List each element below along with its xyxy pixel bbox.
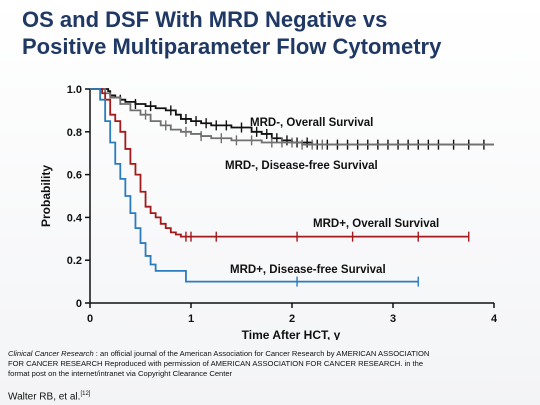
label-mrd-neg-dfs: MRD-, Disease-free Survival [225, 160, 378, 172]
slide-title: OS and DSF With MRD Negative vs Positive… [22, 6, 532, 60]
citation: Clinical Cancer Research : an official j… [8, 349, 433, 379]
series-labels: MRD-, Overall Survival MRD-, Disease-fre… [225, 117, 439, 276]
label-mrd-pos-dfs: MRD+, Disease-free Survival [230, 264, 386, 276]
x-tick-label: 0 [87, 313, 93, 325]
series-layer [90, 88, 494, 287]
y-tick-label: 0 [76, 298, 82, 310]
x-axis-label: Time After HCT, y [242, 328, 341, 340]
title-line-1: OS and DSF With MRD Negative vs [22, 7, 388, 32]
x-tick-label: 3 [390, 313, 396, 325]
label-mrd-neg-os: MRD-, Overall Survival [250, 117, 373, 129]
x-tick-label: 1 [188, 313, 194, 325]
authors: Walter RB, et al.[12] [8, 391, 90, 402]
y-tick-label: 1.0 [67, 84, 82, 96]
y-tick-label: 0.6 [67, 170, 82, 182]
series-line-mrd_pos_dfs [90, 88, 419, 283]
survival-chart: 0 0.2 0.4 0.6 0.8 1.0 0 1 2 3 4 MRD-, Overall Surv… [39, 84, 498, 340]
citation-journal: Clinical Cancer Research [8, 349, 94, 358]
y-tick-label: 0.8 [67, 127, 82, 139]
authors-text: Walter RB, et al. [8, 391, 81, 403]
y-axis-label: Probability [39, 165, 53, 227]
y-tick-label: 0.4 [67, 212, 83, 224]
title-line-2: Positive Multiparameter Flow Cytometry [22, 34, 442, 59]
reference-number: [12] [80, 391, 91, 397]
citation-text: : an official journal of the American As… [8, 349, 430, 378]
series-line-mrd_pos_os [90, 88, 469, 238]
x-tick-label: 4 [491, 313, 498, 325]
x-tick-label: 2 [289, 313, 295, 325]
label-mrd-pos-os: MRD+, Overall Survival [313, 218, 439, 230]
y-tick-label: 0.2 [67, 255, 82, 267]
chart-axes: 0 0.2 0.4 0.6 0.8 1.0 0 1 2 3 4 [67, 84, 498, 325]
